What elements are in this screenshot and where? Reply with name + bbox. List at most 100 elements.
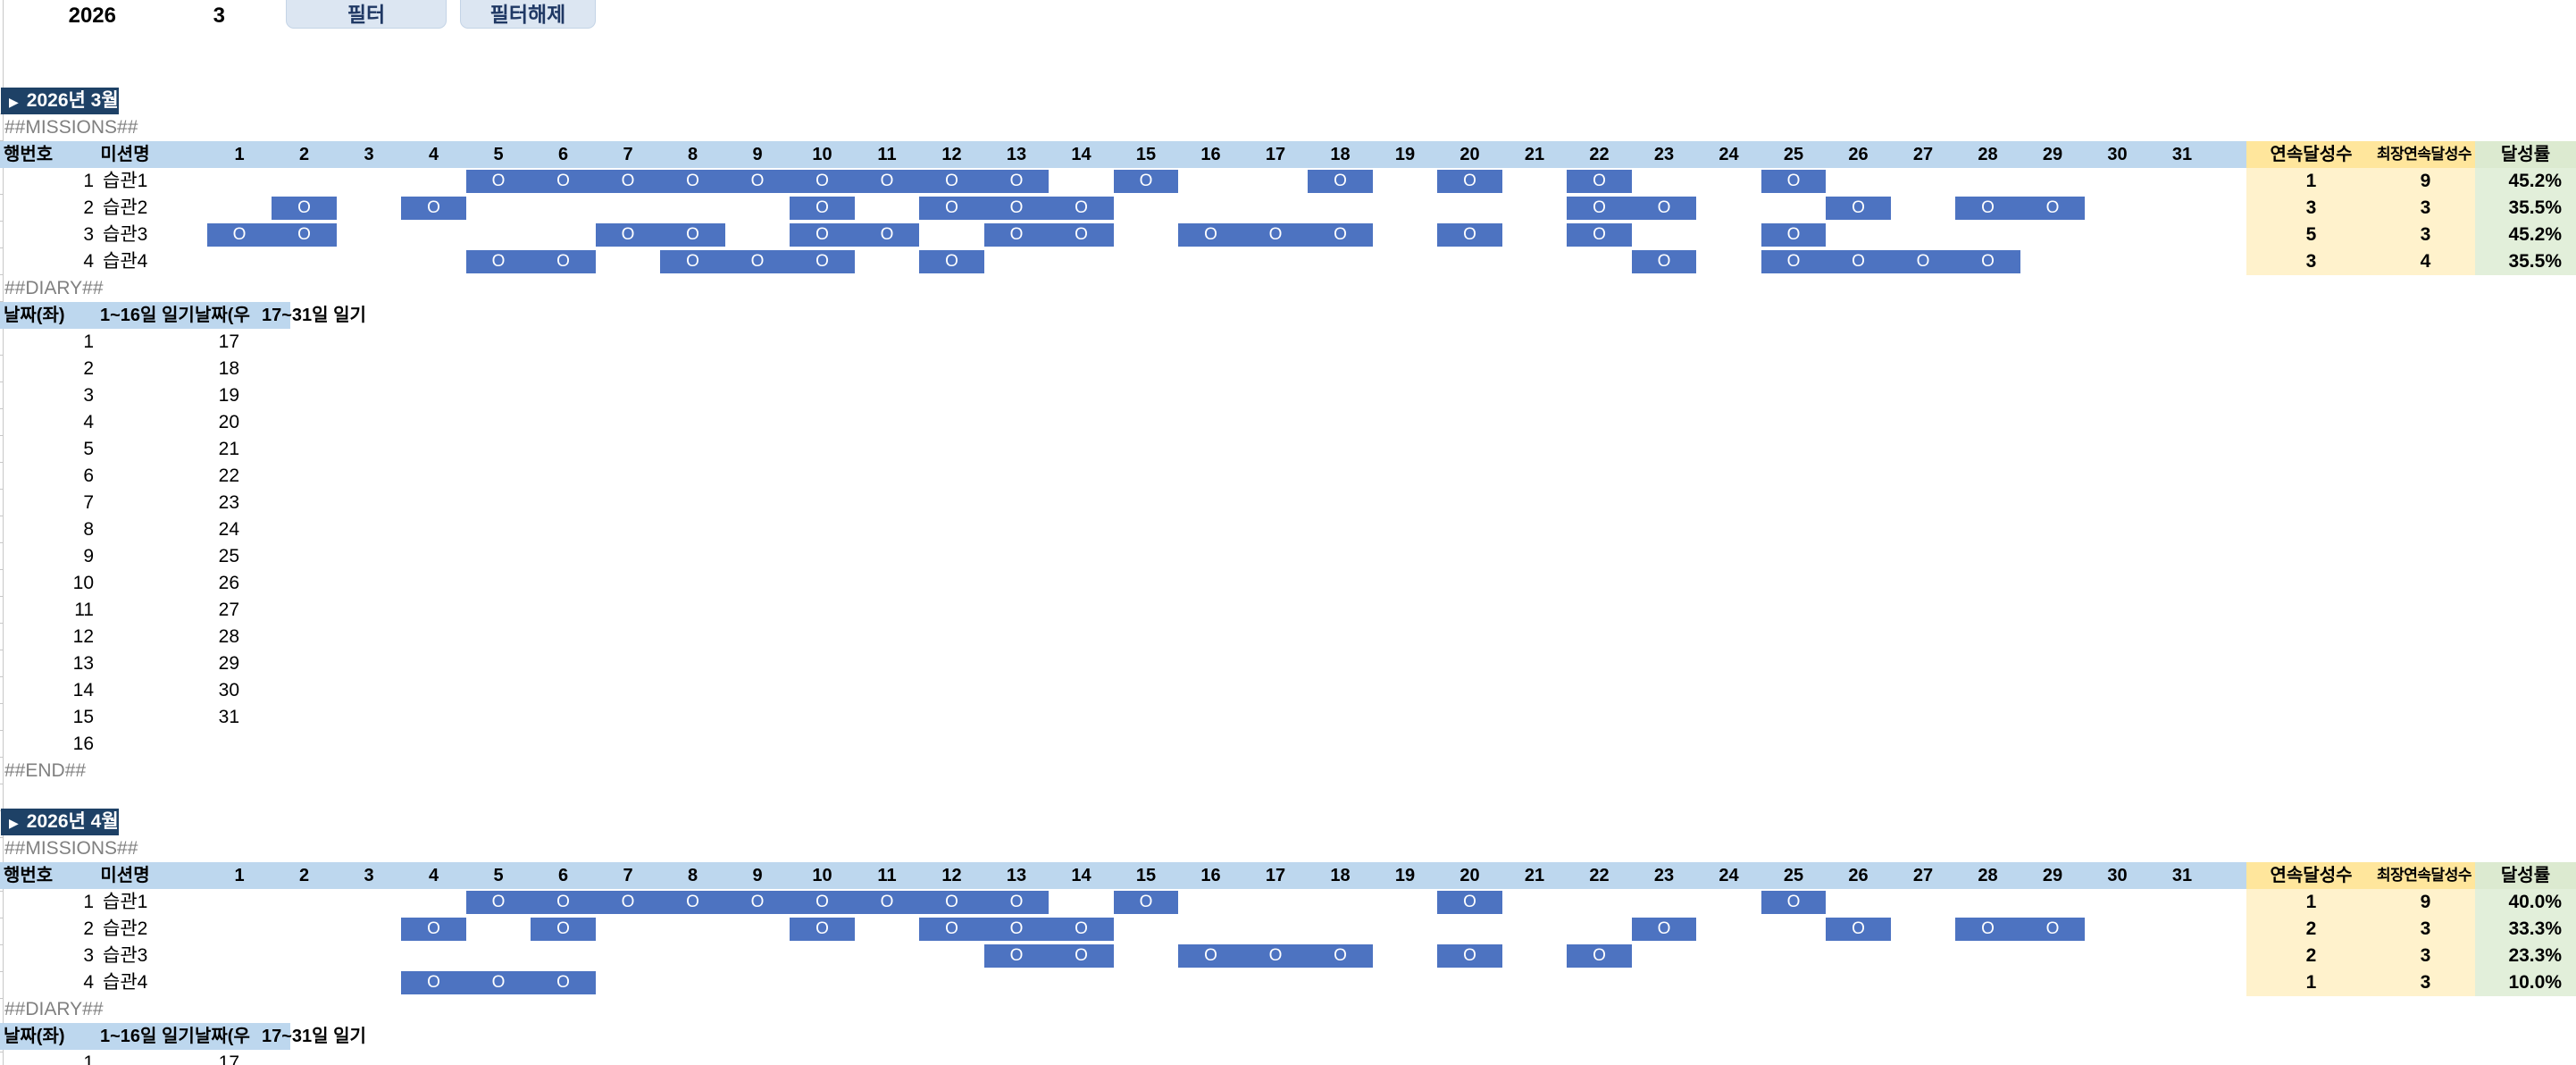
day-header-cell[interactable]: 25 — [1783, 866, 1804, 885]
mission-row-number[interactable]: 2 — [83, 918, 94, 939]
diary-day-left[interactable]: 5 — [83, 439, 94, 459]
diary-marker[interactable]: ##DIARY## — [4, 999, 104, 1019]
mission-row-number[interactable]: 1 — [83, 171, 94, 191]
diary-day-left[interactable]: 15 — [72, 707, 94, 727]
mark-cell[interactable]: O — [1049, 222, 1114, 248]
day-header-cell[interactable]: 11 — [877, 866, 897, 885]
mark-cell[interactable]: O — [790, 916, 855, 943]
mark-cell[interactable]: O — [1761, 248, 1827, 275]
mark-cell[interactable]: O — [724, 168, 790, 195]
mark-cell[interactable]: O — [790, 222, 855, 248]
rate-value[interactable]: 45.2% — [2475, 222, 2576, 248]
diary-date-right-header[interactable]: 날짜(우 — [195, 306, 250, 325]
streak-value[interactable]: 5 — [2246, 222, 2376, 248]
mark-cell[interactable]: O — [983, 916, 1050, 943]
mark-cell[interactable]: O — [531, 969, 596, 996]
mark-cell[interactable]: O — [983, 889, 1050, 916]
mark-cell[interactable]: O — [1437, 168, 1502, 195]
diary-day-left[interactable]: 9 — [83, 546, 94, 566]
mark-cell[interactable]: O — [1890, 248, 1956, 275]
mark-cell[interactable]: O — [1308, 168, 1373, 195]
mark-cell[interactable]: O — [1761, 889, 1827, 916]
diary-day-left[interactable]: 7 — [83, 492, 94, 513]
day-header-cell[interactable]: 2 — [298, 145, 310, 164]
day-header-cell[interactable]: 14 — [1071, 145, 1091, 164]
day-header-cell[interactable]: 27 — [1912, 145, 1934, 164]
rate-value[interactable]: 40.0% — [2475, 889, 2576, 916]
month-cell[interactable]: 3 — [213, 4, 225, 28]
mark-cell[interactable]: O — [1826, 195, 1891, 222]
streak-value[interactable]: 2 — [2246, 943, 2376, 969]
diary-day-left[interactable]: 4 — [83, 412, 94, 432]
day-header-cell[interactable]: 23 — [1653, 145, 1675, 164]
day-header-cell[interactable]: 22 — [1589, 866, 1610, 885]
diary-day-left[interactable]: 6 — [83, 465, 94, 486]
mark-cell[interactable]: O — [1242, 943, 1309, 969]
diary-marker[interactable]: ##DIARY## — [4, 278, 104, 298]
row-no-header[interactable]: 행번호 — [4, 145, 54, 164]
mark-cell[interactable]: O — [1308, 943, 1373, 969]
day-header-cell[interactable]: 31 — [2171, 145, 2193, 164]
max-streak-value[interactable]: 3 — [2376, 916, 2475, 943]
diary-day-left[interactable]: 16 — [72, 734, 94, 754]
mark-cell[interactable]: O — [1567, 222, 1632, 248]
day-header-cell[interactable]: 30 — [2107, 866, 2128, 885]
mark-cell[interactable]: O — [1955, 916, 2020, 943]
day-header-cell[interactable]: 23 — [1653, 866, 1675, 885]
mark-cell[interactable]: O — [1113, 889, 1179, 916]
mission-row-number[interactable]: 1 — [83, 892, 94, 912]
diary-day-left[interactable]: 12 — [72, 626, 94, 647]
mark-cell[interactable]: O — [465, 248, 531, 275]
missions-marker[interactable]: ##MISSIONS## — [4, 117, 138, 138]
day-header-cell[interactable]: 15 — [1135, 866, 1157, 885]
day-header-cell[interactable]: 28 — [1978, 866, 1998, 885]
mark-cell[interactable]: O — [1761, 222, 1827, 248]
mark-cell[interactable]: O — [1955, 195, 2020, 222]
mark-cell[interactable]: O — [724, 248, 790, 275]
mark-cell[interactable]: O — [531, 916, 596, 943]
max-streak-value[interactable]: 3 — [2376, 195, 2475, 222]
mark-cell[interactable]: O — [1631, 916, 1697, 943]
max-streak-value[interactable]: 3 — [2376, 222, 2475, 248]
day-header-cell[interactable]: 17 — [1265, 866, 1286, 885]
day-header-cell[interactable]: 12 — [941, 866, 962, 885]
mark-cell[interactable]: O — [660, 168, 725, 195]
day-header-cell[interactable]: 6 — [557, 866, 569, 885]
day-header-cell[interactable]: 10 — [812, 145, 832, 164]
day-header-cell[interactable]: 9 — [752, 145, 763, 164]
day-header-cell[interactable]: 15 — [1135, 145, 1157, 164]
diary-17-31-header[interactable]: 17~31일 일기 — [262, 306, 366, 325]
day-header-cell[interactable]: 17 — [1265, 145, 1286, 164]
day-header-cell[interactable]: 20 — [1459, 866, 1480, 885]
day-header-cell[interactable]: 12 — [941, 145, 962, 164]
diary-date-left-header[interactable]: 날짜(좌) — [4, 1027, 65, 1046]
mark-cell[interactable]: O — [401, 916, 466, 943]
day-header-cell[interactable]: 25 — [1783, 145, 1804, 164]
mission-row-number[interactable]: 4 — [83, 972, 94, 993]
rate-value[interactable]: 45.2% — [2475, 168, 2576, 195]
mark-cell[interactable]: O — [1049, 916, 1114, 943]
streak-value[interactable]: 3 — [2246, 248, 2376, 275]
mark-cell[interactable]: O — [660, 889, 725, 916]
day-header-cell[interactable]: 24 — [1719, 145, 1739, 164]
mission-name[interactable]: 습관4 — [103, 972, 148, 993]
mark-cell[interactable]: O — [724, 889, 790, 916]
day-header-cell[interactable]: 3 — [364, 866, 374, 885]
mark-cell[interactable]: O — [854, 889, 920, 916]
day-header-cell[interactable]: 1 — [234, 866, 245, 885]
mark-cell[interactable]: O — [790, 889, 855, 916]
diary-day-right[interactable]: 28 — [218, 626, 239, 647]
mark-cell[interactable]: O — [1437, 222, 1502, 248]
mark-cell[interactable]: O — [919, 168, 984, 195]
mark-cell[interactable]: O — [983, 195, 1050, 222]
mark-cell[interactable]: O — [1049, 195, 1114, 222]
rate-header[interactable]: 달성률 — [2475, 141, 2576, 168]
mark-cell[interactable]: O — [1178, 943, 1243, 969]
day-header-cell[interactable]: 27 — [1912, 866, 1934, 885]
diary-day-right[interactable]: 17 — [218, 331, 239, 352]
day-header-cell[interactable]: 20 — [1459, 145, 1480, 164]
mark-cell[interactable]: O — [1049, 943, 1114, 969]
mark-cell[interactable]: O — [790, 248, 855, 275]
day-header-cell[interactable]: 4 — [428, 145, 439, 164]
diary-day-right[interactable]: 26 — [218, 573, 239, 593]
